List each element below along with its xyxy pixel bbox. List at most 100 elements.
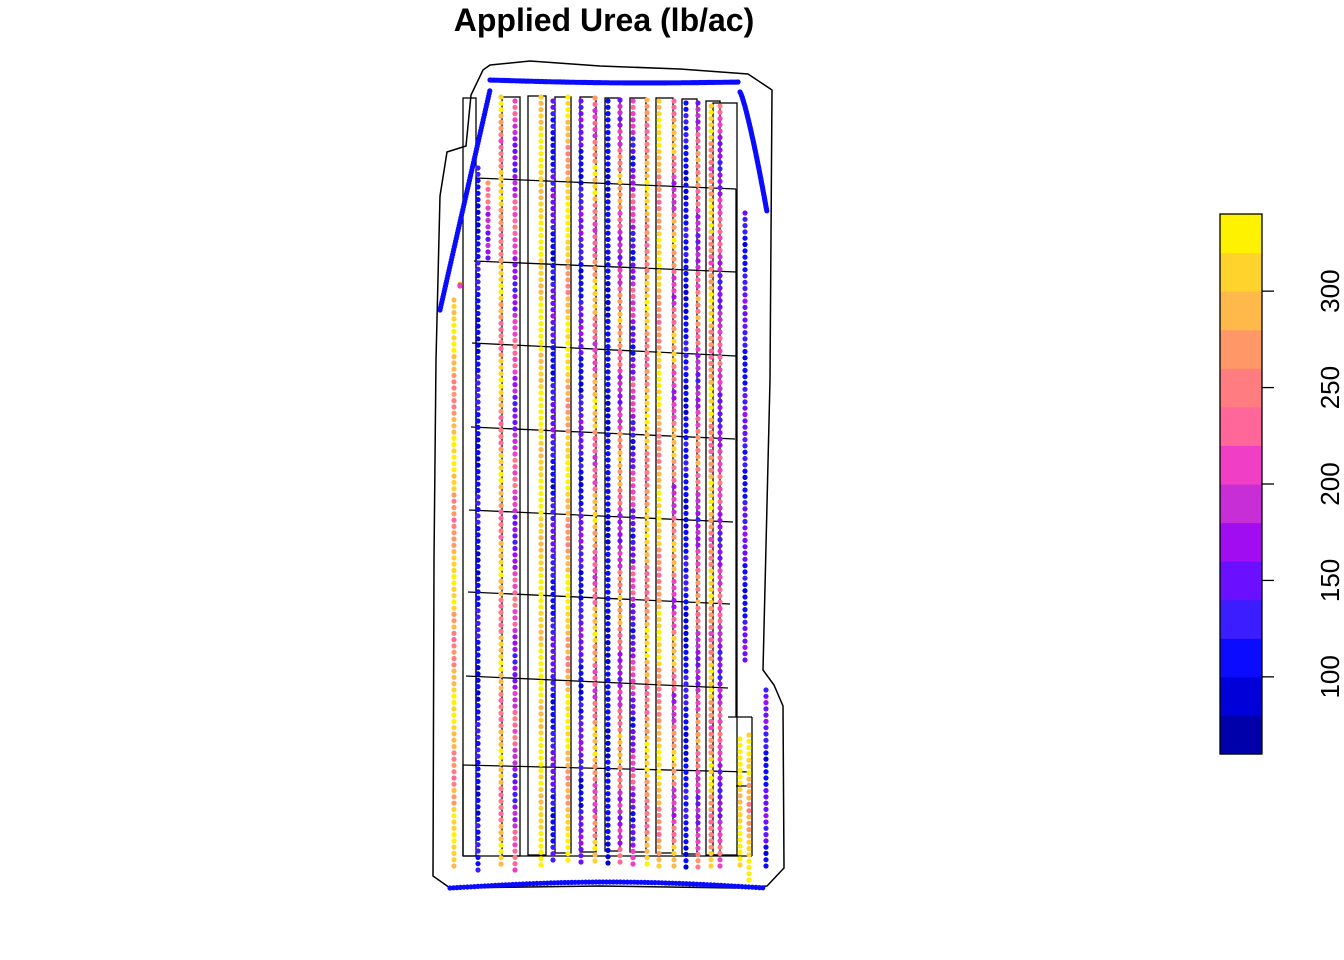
rate-point	[671, 831, 677, 838]
rate-point	[550, 705, 556, 711]
rate-point	[695, 750, 701, 756]
rate-point	[683, 163, 689, 169]
rate-point	[550, 421, 556, 427]
rate-point	[578, 419, 584, 425]
rate-point	[592, 467, 598, 473]
rate-point	[512, 419, 518, 426]
rate-point	[475, 418, 481, 424]
rate-point	[742, 651, 748, 657]
rate-point	[671, 218, 677, 224]
rate-point	[550, 307, 556, 313]
rate-point	[550, 800, 556, 806]
rate-point	[708, 756, 714, 762]
rate-point	[617, 298, 623, 305]
rate-point	[550, 256, 556, 262]
rate-point	[475, 595, 481, 601]
rate-point	[451, 737, 457, 743]
rate-point	[644, 709, 650, 716]
rate-point	[451, 511, 457, 517]
rate-point	[550, 503, 556, 509]
rate-point	[578, 815, 584, 821]
rate-point	[717, 329, 723, 335]
rate-point	[695, 624, 701, 630]
rate-point	[538, 421, 544, 427]
rate-point	[592, 574, 598, 580]
rate-point	[737, 755, 743, 761]
rate-point	[565, 189, 571, 195]
rate-point	[683, 567, 689, 573]
rate-point	[683, 851, 689, 858]
rate-point	[565, 334, 571, 340]
rate-point	[617, 267, 623, 273]
rate-point	[671, 401, 677, 408]
rate-point	[605, 690, 611, 696]
legend-swatch	[1220, 676, 1262, 717]
rate-point	[717, 348, 723, 354]
rate-point	[683, 321, 689, 327]
rate-point	[695, 416, 701, 422]
rate-point	[498, 226, 504, 232]
rate-point	[578, 570, 584, 576]
rate-point	[538, 535, 544, 541]
rate-point	[617, 336, 623, 342]
rate-point	[617, 204, 623, 210]
rate-point	[742, 563, 748, 569]
rate-point	[550, 737, 556, 743]
rate-point	[683, 510, 689, 516]
rate-point	[451, 379, 457, 385]
rate-point	[475, 222, 481, 228]
rate-point	[683, 302, 689, 308]
rate-point	[498, 710, 504, 716]
rate-point	[742, 317, 748, 323]
rate-point	[708, 505, 714, 511]
rate-point	[617, 582, 623, 588]
rate-point	[630, 451, 636, 457]
rate-point	[717, 844, 723, 850]
rate-point	[656, 825, 662, 831]
rate-point	[605, 558, 611, 564]
rate-point	[656, 174, 662, 180]
rate-point	[763, 825, 769, 831]
rate-point	[605, 470, 611, 476]
rate-point	[695, 138, 701, 144]
rate-point	[565, 157, 571, 163]
rate-point	[565, 535, 571, 542]
rate-point	[565, 220, 571, 226]
rate-point	[695, 813, 701, 820]
rate-point	[475, 424, 481, 430]
rate-point	[742, 223, 748, 229]
rate-point	[475, 734, 481, 740]
rate-point	[592, 593, 598, 599]
rate-point	[475, 380, 481, 386]
rate-point	[708, 857, 714, 863]
rate-point	[708, 260, 714, 266]
rate-point	[683, 454, 689, 460]
rate-point	[578, 834, 584, 840]
rate-point	[683, 592, 689, 599]
rate-point	[746, 839, 752, 845]
rate-point	[708, 656, 714, 662]
rate-point	[683, 738, 689, 744]
rate-point	[538, 327, 544, 333]
rate-point	[742, 437, 748, 443]
rate-point	[550, 231, 556, 237]
rate-point	[475, 842, 481, 848]
rate-point	[630, 363, 636, 369]
rate-point	[695, 220, 701, 226]
rate-point	[644, 375, 650, 381]
rate-point	[538, 830, 544, 837]
rate-point	[746, 858, 752, 864]
rate-point	[708, 863, 714, 869]
rate-point	[451, 310, 457, 316]
rate-point	[538, 679, 544, 686]
rate-point	[592, 511, 598, 517]
rate-point	[451, 863, 457, 869]
rate-point	[708, 718, 714, 725]
plot-division	[470, 426, 736, 440]
rate-point	[451, 586, 457, 592]
rate-point	[644, 192, 650, 198]
rate-point	[592, 435, 598, 442]
rate-point	[565, 107, 571, 113]
rate-point	[717, 832, 723, 838]
rate-point	[617, 406, 623, 412]
